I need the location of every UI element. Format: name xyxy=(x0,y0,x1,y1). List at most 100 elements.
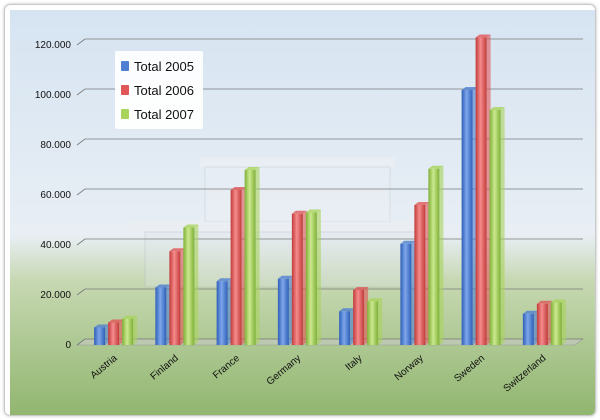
bar-top-finland-1 xyxy=(169,248,185,252)
bar-top-germany-1 xyxy=(291,210,307,214)
bar-finland-1 xyxy=(169,248,185,345)
chart-floor xyxy=(76,338,584,346)
bar-side-germany-2 xyxy=(316,209,321,345)
bar-top-sweden-0 xyxy=(461,87,477,90)
bar-front-sweden-1 xyxy=(475,37,487,345)
bar-front-austria-0 xyxy=(94,327,106,345)
bar-norway-0 xyxy=(400,240,416,345)
legend-label-2: Total 2007 xyxy=(134,106,194,122)
bar-top-france-1 xyxy=(230,187,246,190)
bar-front-norway-0 xyxy=(400,243,412,345)
legend-label-0: Total 2005 xyxy=(134,58,194,74)
legend-item-0: Total 2005 xyxy=(121,57,194,75)
chart-border: 0 20.000 40.000 60.000 80.000 100.000 120.000 A… xyxy=(4,4,596,416)
legend-label-1: Total 2006 xyxy=(134,82,194,98)
bar-top-switzerland-1 xyxy=(536,300,552,304)
legend-swatch-1 xyxy=(121,85,129,95)
bar-sweden-0 xyxy=(461,87,477,345)
gridline-depth-2 xyxy=(76,238,86,246)
bar-side-norway-2 xyxy=(439,165,444,345)
bar-front-italy-1 xyxy=(353,290,365,345)
bar-front-france-2 xyxy=(244,170,256,345)
bar-top-switzerland-0 xyxy=(522,310,538,314)
bar-top-france-0 xyxy=(216,278,232,282)
y-tick-label-0: 0 xyxy=(65,340,71,351)
gridline-depth-6 xyxy=(76,38,86,46)
bar-front-germany-0 xyxy=(277,278,289,345)
bar-front-germany-2 xyxy=(305,212,317,345)
bar-front-switzerland-1 xyxy=(536,303,548,345)
bar-italy-2 xyxy=(367,298,383,345)
bar-italy-1 xyxy=(353,287,369,345)
bar-front-italy-0 xyxy=(339,311,351,345)
gridline-depth-4 xyxy=(76,138,86,146)
bar-top-finland-2 xyxy=(183,224,199,228)
bar-switzerland-2 xyxy=(550,299,566,345)
legend-item-1: Total 2006 xyxy=(121,81,194,99)
y-tick-label-3: 60.000 xyxy=(40,190,71,201)
bar-sweden-1 xyxy=(475,34,491,345)
bar-front-france-1 xyxy=(230,190,242,345)
bar-top-austria-1 xyxy=(108,319,124,323)
y-tick-label-4: 80.000 xyxy=(40,140,71,151)
bar-chart: 020.00040.00060.00080.000100.000120.000A… xyxy=(10,10,595,415)
y-tick-label-6: 120.000 xyxy=(35,40,72,51)
bar-top-norway-2 xyxy=(428,165,444,169)
bar-switzerland-0 xyxy=(522,310,538,345)
bar-austria-2 xyxy=(122,315,138,345)
bar-france-2 xyxy=(244,167,260,345)
bar-front-finland-2 xyxy=(183,227,195,345)
bar-austria-0 xyxy=(94,324,110,345)
bar-side-italy-2 xyxy=(378,298,383,345)
gridline-depth-1 xyxy=(76,288,86,296)
bar-side-sweden-2 xyxy=(500,107,505,345)
bar-front-norway-2 xyxy=(428,168,440,345)
bar-front-sweden-2 xyxy=(489,110,501,345)
legend-swatch-2 xyxy=(121,109,129,119)
gridline-depth-3 xyxy=(76,188,86,196)
bar-front-norway-1 xyxy=(414,205,426,345)
bar-germany-1 xyxy=(291,210,307,345)
bar-top-switzerland-2 xyxy=(550,299,566,303)
bar-italy-0 xyxy=(339,308,355,345)
bar-germany-2 xyxy=(305,209,321,345)
bar-front-finland-1 xyxy=(169,251,181,345)
bar-top-france-2 xyxy=(244,167,260,170)
bar-norway-2 xyxy=(428,165,444,345)
bar-finland-2 xyxy=(183,224,199,345)
bar-side-finland-2 xyxy=(194,224,199,345)
bar-front-switzerland-0 xyxy=(522,313,534,345)
bar-front-finland-0 xyxy=(155,287,167,345)
bar-top-italy-0 xyxy=(339,308,355,312)
bar-front-italy-2 xyxy=(367,301,379,345)
bar-switzerland-1 xyxy=(536,300,552,345)
bar-germany-0 xyxy=(277,275,293,345)
bar-top-finland-0 xyxy=(155,284,171,288)
bar-front-france-0 xyxy=(216,281,228,345)
bar-front-germany-1 xyxy=(291,213,303,345)
bar-top-italy-2 xyxy=(367,298,383,302)
bar-finland-0 xyxy=(155,284,171,345)
legend-item-2: Total 2007 xyxy=(121,105,194,123)
bar-top-germany-2 xyxy=(305,209,321,213)
y-tick-label-5: 100.000 xyxy=(35,90,72,101)
bar-sweden-2 xyxy=(489,107,505,345)
gridline-depth-5 xyxy=(76,88,86,96)
bars xyxy=(94,34,566,345)
legend: Total 2005 Total 2006 Total 2007 xyxy=(115,51,203,129)
bar-norway-1 xyxy=(414,202,430,345)
gridline-depth-0 xyxy=(76,338,86,346)
bar-side-austria-2 xyxy=(133,315,138,345)
bar-top-norway-1 xyxy=(414,202,430,205)
bar-top-sweden-2 xyxy=(489,107,505,110)
bar-austria-1 xyxy=(108,319,124,345)
bar-front-austria-2 xyxy=(122,318,134,345)
bar-top-austria-0 xyxy=(94,324,110,328)
bar-front-sweden-0 xyxy=(461,90,473,345)
y-tick-label-1: 20.000 xyxy=(40,290,71,301)
legend-swatch-0 xyxy=(121,61,129,71)
bar-top-norway-0 xyxy=(400,240,416,244)
bar-top-germany-0 xyxy=(277,275,293,279)
bar-front-switzerland-2 xyxy=(550,302,562,345)
